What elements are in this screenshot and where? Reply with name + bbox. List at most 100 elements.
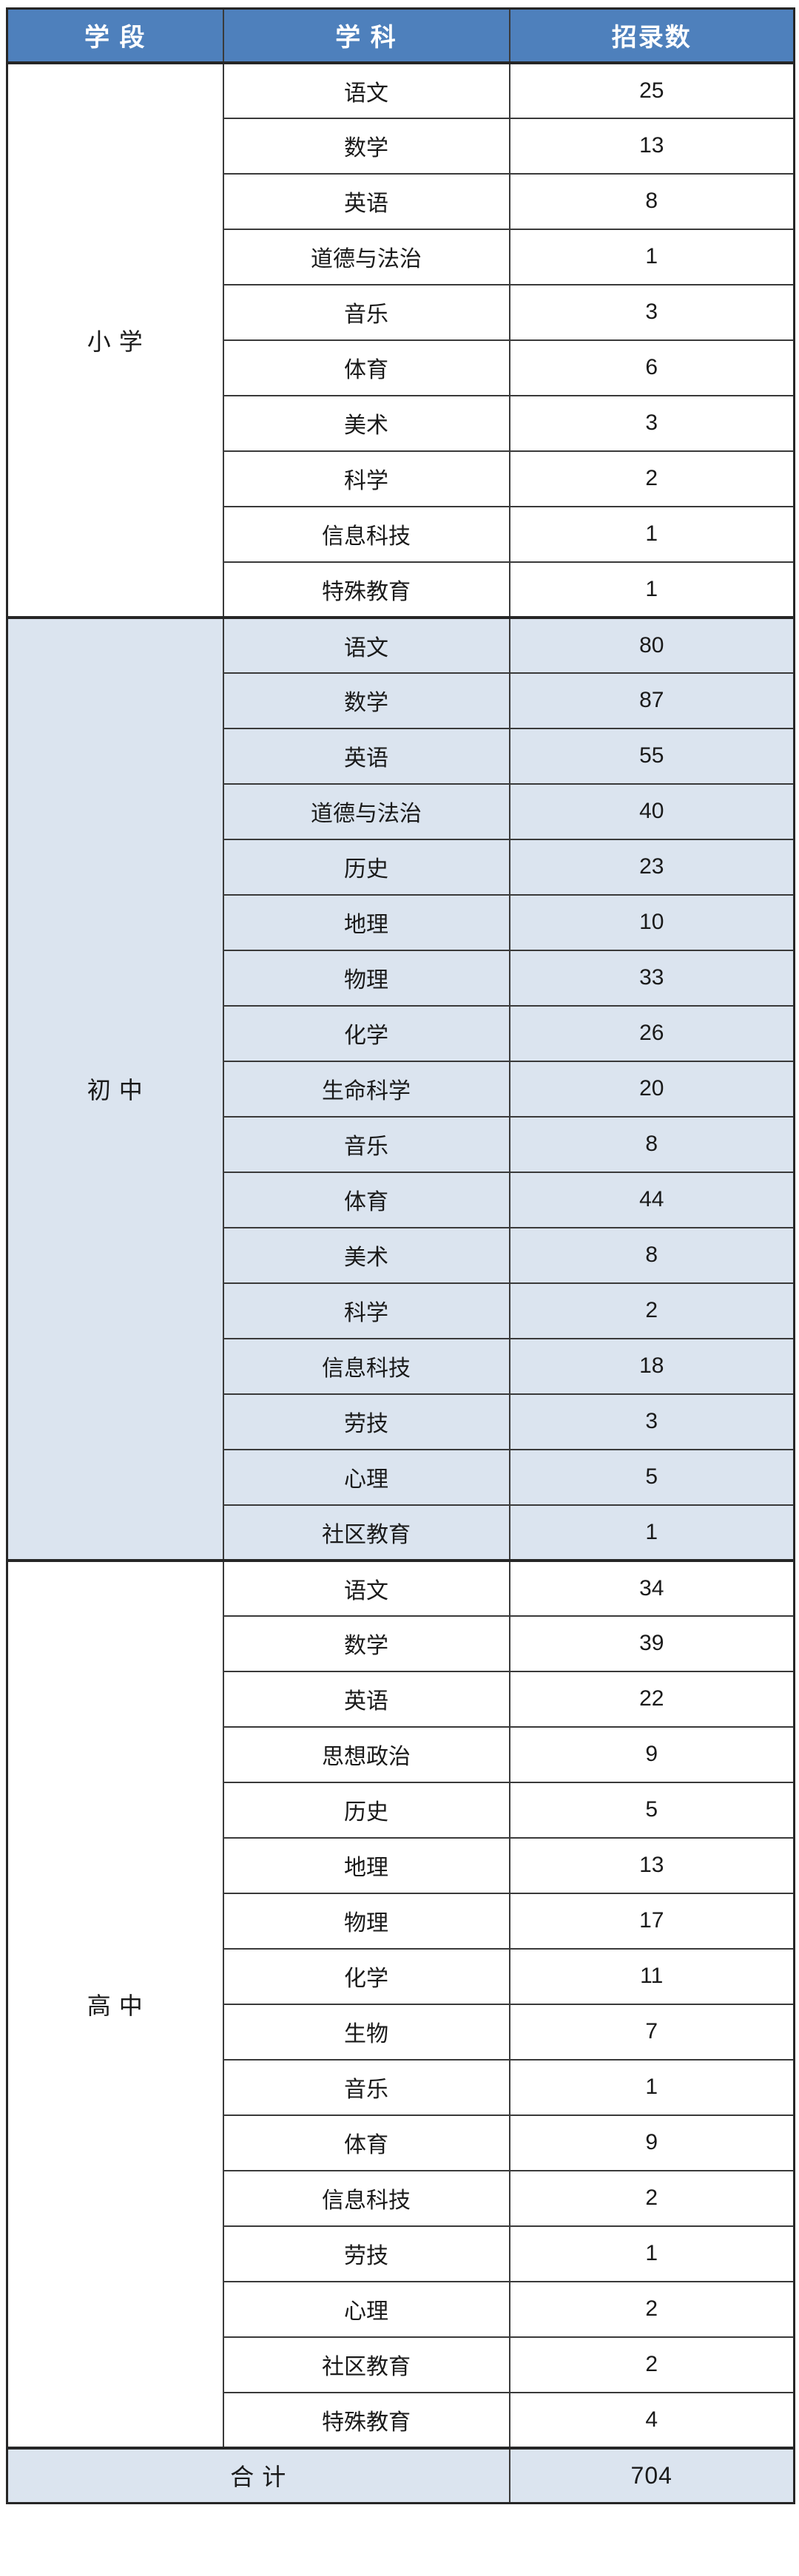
count-cell: 5 [508,1448,795,1506]
table-row: 音乐 1 [7,2058,795,2116]
table-row: 特殊教育 1 [7,561,795,618]
table-row: 历史 23 [7,838,795,896]
count-cell: 80 [508,615,795,674]
table-row: 社区教育 2 [7,2336,795,2393]
count-cell: 18 [508,1337,795,1395]
table-row: 思想政治 9 [7,1725,795,1783]
table-row: 特殊教育 4 [7,2391,795,2449]
subject-cell: 科学 [222,1282,510,1339]
header-stage: 学 段 [6,7,224,64]
count-cell: 26 [508,1004,795,1062]
subject-cell: 体育 [222,1171,510,1228]
count-cell: 39 [508,1615,795,1672]
table-row: 体育 9 [7,2114,795,2171]
count-cell: 13 [508,1836,795,1894]
subject-cell: 心理 [222,2280,510,2338]
table-row: 物理 33 [7,949,795,1007]
count-cell: 2 [508,1282,795,1339]
count-cell: 22 [508,1670,795,1728]
subject-cell: 劳技 [222,2225,510,2282]
count-cell: 9 [508,1725,795,1783]
total-label-cell: 合 计 [6,2446,510,2504]
count-cell: 3 [508,1393,795,1450]
table-row: 地理 10 [7,893,795,951]
count-cell: 25 [508,61,795,119]
subject-cell: 美术 [222,394,510,452]
count-cell: 1 [508,1504,795,1561]
subject-cell: 化学 [222,1947,510,2005]
table-row: 心理 2 [7,2280,795,2338]
subject-cell: 数学 [222,672,510,729]
table-row: 信息科技 2 [7,2169,795,2227]
subject-cell: 道德与法治 [222,782,510,840]
count-cell: 7 [508,2003,795,2061]
count-cell: 2 [508,2336,795,2393]
table-row: 地理 13 [7,1836,795,1894]
count-cell: 1 [508,228,795,285]
count-cell: 87 [508,672,795,729]
subject-cell: 信息科技 [222,2169,510,2227]
table-row: 信息科技 1 [7,505,795,563]
count-cell: 2 [508,2169,795,2227]
subject-cell: 特殊教育 [222,561,510,618]
table-row: 生物 7 [7,2003,795,2061]
subject-cell: 特殊教育 [222,2391,510,2449]
subject-cell: 体育 [222,339,510,396]
count-cell: 23 [508,838,795,896]
count-cell: 3 [508,283,795,341]
subject-cell: 化学 [222,1004,510,1062]
table-row: 信息科技 18 [7,1337,795,1395]
subject-cell: 语文 [222,615,510,674]
count-cell: 8 [508,1115,795,1173]
table-row: 体育 44 [7,1171,795,1228]
table-row: 数学 87 [7,672,795,729]
subject-cell: 英语 [222,172,510,230]
table-row: 社区教育 1 [7,1504,795,1561]
subject-cell: 社区教育 [222,2336,510,2393]
count-cell: 11 [508,1947,795,2005]
stage-cell: 高 中 [6,1558,224,2449]
subject-cell: 生物 [222,2003,510,2061]
table-row: 劳技 3 [7,1393,795,1450]
count-cell: 1 [508,561,795,618]
table-row: 初 中语文 80 [6,615,795,1561]
table-row: 化学 26 [7,1004,795,1062]
subject-cell: 美术 [222,1226,510,1284]
subject-cell: 音乐 [222,2058,510,2116]
subject-cell: 音乐 [222,1115,510,1173]
count-cell: 2 [508,2280,795,2338]
subject-cell: 思想政治 [222,1725,510,1783]
table-row: 体育 6 [7,339,795,396]
subject-cell: 英语 [222,1670,510,1728]
table-row: 音乐 8 [7,1115,795,1173]
table-body: 小 学语文 25 数学 13 英语 8 道德与法治 1 音乐 3 体育 6 美术 3 科学 2 信息科技 1 特殊教… [6,61,795,2504]
subject-cell: 历史 [222,838,510,896]
subject-cell: 英语 [222,727,510,785]
enrollment-table-container: 学 段 学 科 招录数 小 学语文 25 数学 13 英语 8 道德与法治 1 音乐 3 体育 6 美术… [6,7,795,2504]
table-row: 科学 2 [7,450,795,507]
count-cell: 1 [508,505,795,563]
subject-cell: 语文 [222,61,510,119]
header-subject: 学 科 [222,7,510,64]
count-cell: 1 [508,2058,795,2116]
table-row: 科学 2 [7,1282,795,1339]
count-cell: 34 [508,1558,795,1617]
table-row: 英语 22 [7,1670,795,1728]
subject-cell: 生命科学 [222,1060,510,1118]
table-row: 道德与法治 1 [7,228,795,285]
table-row: 心理 5 [7,1448,795,1506]
table-row: 道德与法治 40 [7,782,795,840]
header-count: 招录数 [508,7,795,64]
subject-cell: 科学 [222,450,510,507]
count-cell: 20 [508,1060,795,1118]
count-cell: 2 [508,450,795,507]
count-cell: 40 [508,782,795,840]
count-cell: 5 [508,1781,795,1839]
table-row: 数学 39 [7,1615,795,1672]
stage-cell: 初 中 [6,615,224,1561]
count-cell: 55 [508,727,795,785]
table-row: 生命科学 20 [7,1060,795,1118]
table-row: 数学 13 [7,117,795,175]
count-cell: 44 [508,1171,795,1228]
